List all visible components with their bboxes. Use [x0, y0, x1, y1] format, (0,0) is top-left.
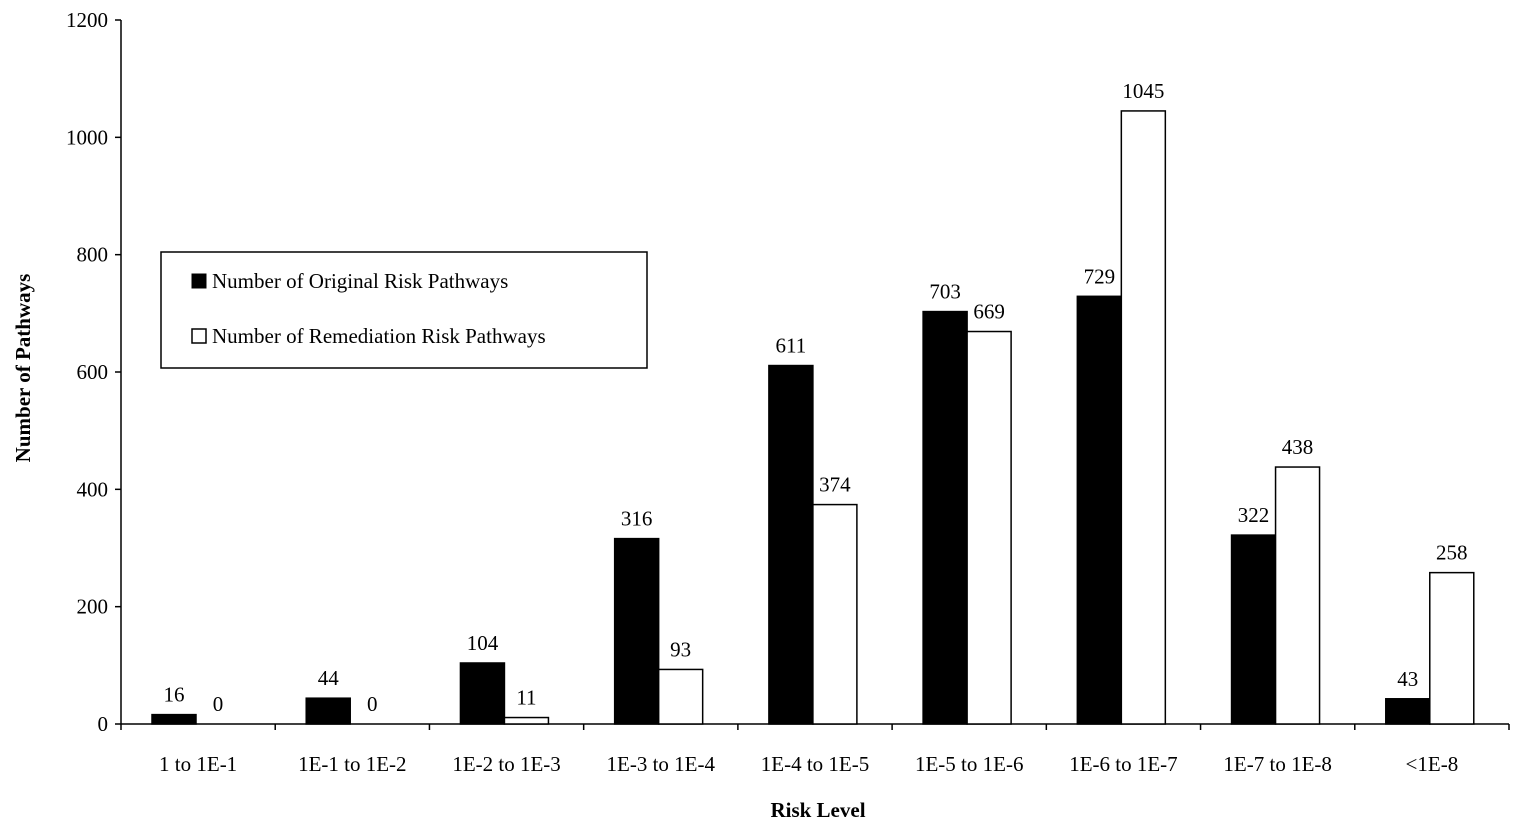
y-tick-label: 1000 — [66, 125, 108, 149]
x-tick-label: 1E-3 to 1E-4 — [607, 752, 716, 776]
y-tick-label: 600 — [77, 360, 109, 384]
bar-remediation — [966, 330, 1012, 725]
bars-layer — [151, 110, 1475, 725]
data-label-original: 43 — [1397, 667, 1418, 691]
data-label-remediation: 0 — [213, 692, 224, 716]
bar-remediation — [812, 503, 858, 725]
y-axis-title: Number of Pathways — [11, 274, 35, 463]
data-label-remediation: 374 — [819, 473, 851, 497]
y-tick-label: 0 — [98, 712, 109, 736]
data-label-remediation: 11 — [516, 686, 536, 710]
y-tick-label: 400 — [77, 477, 109, 501]
labels-layer: 16 0 44 0 104 11 316 93 611 374 703 669 729 1045 322 43… — [164, 79, 1468, 716]
bar-original — [922, 310, 968, 725]
data-label-original: 611 — [776, 334, 807, 358]
bar-original — [1385, 698, 1431, 725]
bar-original — [1076, 295, 1123, 725]
axes-layer: 0 200 400 600 800 1000 1200 1 to 1E-1 1E-1 to 1E… — [66, 8, 1510, 776]
data-label-remediation: 0 — [367, 692, 378, 716]
data-label-remediation: 1045 — [1122, 79, 1164, 103]
legend-label-original: Number of Original Risk Pathways — [212, 269, 508, 293]
bar-original — [151, 713, 197, 725]
legend-box — [160, 251, 648, 369]
y-tick-label: 800 — [77, 243, 109, 267]
bar-original — [768, 364, 814, 725]
bar-remediation — [1274, 466, 1321, 725]
bar-remediation — [1429, 571, 1475, 725]
x-axis-title: Risk Level — [770, 798, 865, 822]
data-label-original: 316 — [621, 507, 653, 531]
y-tick-label: 1200 — [66, 8, 108, 32]
x-tick-label: 1E-5 to 1E-6 — [915, 752, 1023, 776]
bar-remediation — [1120, 110, 1167, 725]
data-label-original: 703 — [929, 280, 961, 304]
x-tick-label: 1E-7 to 1E-8 — [1223, 752, 1331, 776]
x-tick-label: 1E-2 to 1E-3 — [452, 752, 560, 776]
bar-remediation — [657, 668, 704, 725]
y-tick-label: 200 — [77, 595, 109, 619]
bar-original — [459, 662, 506, 725]
bar-original — [1230, 534, 1277, 725]
x-tick-label: 1E-6 to 1E-7 — [1069, 752, 1177, 776]
data-label-remediation: 438 — [1282, 435, 1314, 459]
bar-remediation — [503, 716, 550, 725]
bar-original — [613, 537, 660, 725]
x-tick-label: 1E-1 to 1E-2 — [298, 752, 406, 776]
data-label-original: 322 — [1238, 503, 1270, 527]
legend: Number of Original Risk Pathways Number … — [160, 251, 648, 369]
x-tick-label: 1E-4 to 1E-5 — [761, 752, 869, 776]
legend-swatch-remediation — [191, 328, 207, 344]
data-label-original: 16 — [164, 683, 185, 707]
x-tick-label: 1 to 1E-1 — [159, 752, 237, 776]
data-label-original: 44 — [318, 666, 340, 690]
data-label-remediation: 669 — [973, 300, 1005, 324]
data-label-remediation: 93 — [670, 637, 691, 661]
x-tick-label: <1E-8 — [1406, 752, 1459, 776]
data-label-original: 729 — [1084, 264, 1116, 288]
data-label-remediation: 258 — [1436, 541, 1468, 565]
legend-label-remediation: Number of Remediation Risk Pathways — [212, 324, 546, 348]
legend-swatch-original — [191, 273, 207, 289]
bar-original — [305, 697, 351, 725]
data-label-original: 104 — [467, 631, 499, 655]
